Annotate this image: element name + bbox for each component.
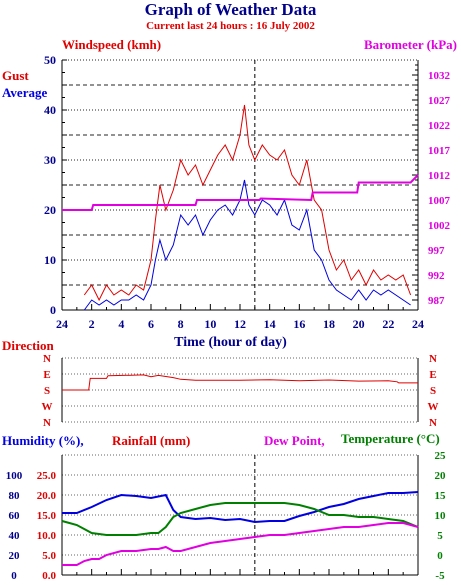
humidity-y-tick-label: 100 <box>6 470 23 482</box>
direction-right-tick-label: S <box>430 385 436 397</box>
dewpoint-series-line <box>62 522 419 566</box>
barometer-y-tick-label: 1022 <box>428 120 451 132</box>
rainfall-y-tick-label: 10.0 <box>37 530 57 542</box>
direction-label: Direction <box>2 338 54 353</box>
temperature-y-tick-label: 20 <box>435 470 447 482</box>
gust-legend-label: Gust <box>2 68 29 83</box>
time-x-tick-label: 18 <box>323 317 335 331</box>
time-x-tick-label: 4 <box>118 317 124 331</box>
humidity-y-tick-label: 20 <box>9 550 21 562</box>
direction-right-tick-label: E <box>429 369 436 381</box>
direction-left-tick-label: E <box>43 369 50 381</box>
direction-right-tick-label: N <box>429 417 437 429</box>
direction-series-line <box>62 374 418 391</box>
time-axis-label: Time (hour of day) <box>174 335 287 350</box>
wind-y-tick-label: 0 <box>50 303 56 317</box>
direction-right-tick-label: N <box>429 353 437 365</box>
windspeed-axis-label: Windspeed (kmh) <box>62 37 162 52</box>
humidity-y-tick-label: 80 <box>9 490 21 502</box>
time-x-tick-label: 20 <box>353 317 365 331</box>
humidity-series-line <box>62 491 419 524</box>
humidity-y-tick-label: 60 <box>9 510 21 522</box>
barometer-series-line <box>62 174 419 211</box>
gust-series-line <box>83 104 412 302</box>
wind-y-tick-label: 30 <box>44 153 56 167</box>
page-title: Graph of Weather Data <box>144 0 317 19</box>
barometer-y-tick-label: 1002 <box>428 220 451 232</box>
dewpoint-label: Dew Point, <box>264 433 325 448</box>
barometer-y-tick-label: 992 <box>428 270 445 282</box>
time-x-tick-label: 12 <box>234 317 246 331</box>
temperature-series-line <box>61 502 419 536</box>
time-x-tick-label: 6 <box>148 317 154 331</box>
rainfall-label: Rainfall (mm) <box>112 433 191 448</box>
direction-left-tick-label: N <box>43 417 51 429</box>
barometer-y-tick-label: 987 <box>428 295 445 307</box>
direction-left-tick-label: N <box>43 353 51 365</box>
barometer-y-tick-label: 1017 <box>428 145 451 157</box>
barometer-y-tick-label: 1012 <box>428 170 451 182</box>
temperature-y-tick-label: 0 <box>437 550 443 562</box>
rainfall-y-tick-label: 5.0 <box>42 550 56 562</box>
barometer-axis-label: Barometer (kPa) <box>363 37 457 52</box>
barometer-y-tick-label: 1032 <box>428 70 451 82</box>
temperature-label: Temperature (°C) <box>341 431 440 446</box>
time-x-tick-label: 16 <box>293 317 305 331</box>
time-x-tick-label: 24 <box>412 317 424 331</box>
barometer-y-tick-label: 1007 <box>428 195 451 207</box>
time-x-tick-label: 2 <box>89 317 95 331</box>
time-x-tick-label: 22 <box>382 317 394 331</box>
barometer-y-tick-label: 1027 <box>428 95 451 107</box>
wind-y-tick-label: 50 <box>44 53 56 67</box>
humidity-y-tick-label: 40 <box>9 530 21 542</box>
page-subtitle: Current last 24 hours : 16 July 2002 <box>146 20 315 32</box>
wind-y-tick-label: 10 <box>44 253 56 267</box>
average-series-line <box>83 179 411 311</box>
rainfall-y-tick-label: 20.0 <box>37 490 57 502</box>
rainfall-y-tick-label: 25.0 <box>37 470 57 482</box>
time-x-tick-label: 14 <box>264 317 276 331</box>
rainfall-y-tick-label: 0.0 <box>42 570 56 582</box>
time-x-tick-label: 24 <box>56 317 68 331</box>
direction-right-tick-label: W <box>428 401 439 413</box>
barometer-y-tick-label: 997 <box>428 245 445 257</box>
temperature-y-tick-label: -5 <box>435 570 445 582</box>
direction-left-tick-label: S <box>44 385 50 397</box>
temperature-y-tick-label: 25 <box>435 450 447 462</box>
temperature-y-tick-label: 5 <box>437 530 443 542</box>
time-x-tick-label: 10 <box>204 317 216 331</box>
average-legend-label: Average <box>2 85 48 100</box>
temperature-y-tick-label: 15 <box>435 490 447 502</box>
wind-y-tick-label: 40 <box>44 103 56 117</box>
humidity-label: Humidity (%), <box>2 433 84 448</box>
temperature-y-tick-label: 10 <box>435 510 447 522</box>
direction-left-tick-label: W <box>42 401 53 413</box>
humidity-y-tick-label: 0 <box>11 570 17 582</box>
wind-y-tick-label: 20 <box>44 203 56 217</box>
time-x-tick-label: 8 <box>178 317 184 331</box>
rainfall-y-tick-label: 15.0 <box>37 510 57 522</box>
